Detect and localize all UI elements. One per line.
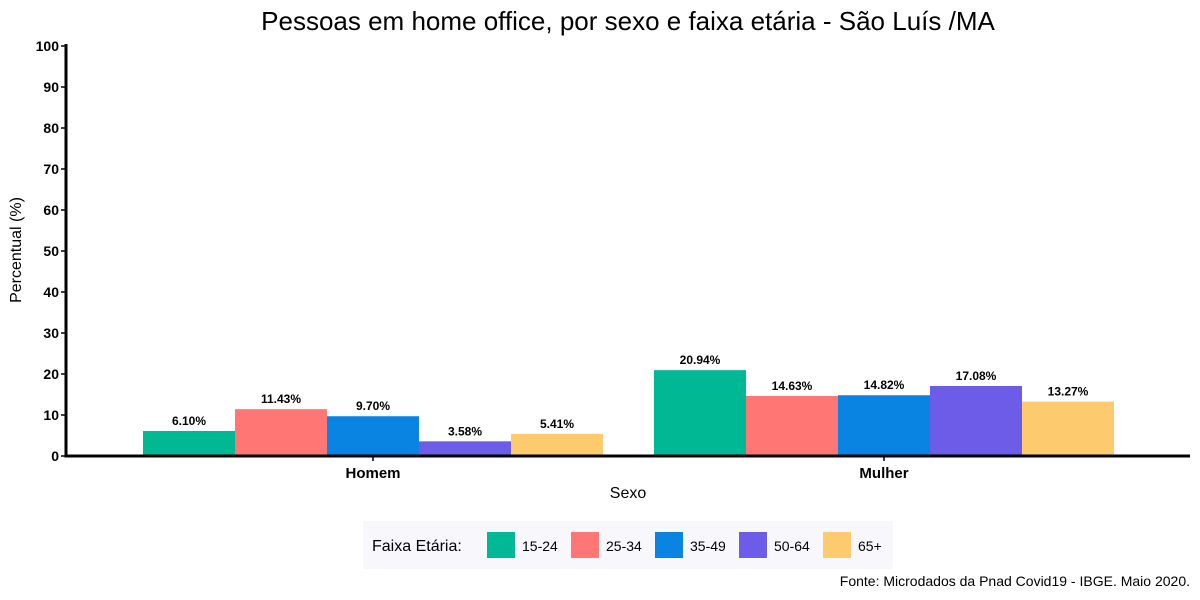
y-tick-label: 0 [51,448,59,464]
y-tick-label: 20 [43,366,59,382]
data-label: 3.58% [448,424,482,438]
data-label: 6.10% [172,414,206,428]
bar [143,430,235,456]
y-tick-label: 70 [43,161,59,177]
data-label: 14.63% [772,379,813,393]
y-tick-label: 60 [43,202,59,218]
legend-label: 35-49 [690,538,726,554]
bar [327,416,419,456]
legend-swatch [823,532,851,558]
y-tick-label: 80 [43,120,59,136]
y-axis-ticks: 0 10 20 30 40 50 60 70 80 90 100 [36,38,66,464]
bar [930,385,1022,456]
data-labels: 6.10% 20.94% 11.43% 14.63% 9.70% 14.82% 3.58% 1… [172,353,1089,438]
bar [838,395,930,456]
data-label: 9.70% [356,399,390,413]
bar [419,441,511,456]
legend-label: 50-64 [774,538,810,554]
data-label: 11.43% [261,392,301,406]
bars [143,370,1114,456]
data-label: 13.27% [1048,385,1089,399]
data-label: 5.41% [540,417,574,431]
y-tick-label: 10 [43,407,59,423]
data-label: 14.82% [864,378,905,392]
bar [746,396,838,456]
legend-label: 15-24 [522,538,558,554]
legend-title: Faixa Etária: [372,538,462,555]
legend-items: 15-24 25-34 35-49 50-64 65+ [487,532,882,558]
x-tick-label: Mulher [859,465,908,482]
legend-background [363,521,893,569]
legend-swatch [739,532,767,558]
legend-label: 65+ [858,538,882,554]
chart-title: Pessoas em home office, por sexo e faixa… [261,6,995,36]
legend-swatch [571,532,599,558]
x-axis-ticks: Homem Mulher [345,456,909,482]
y-tick-label: 40 [43,284,59,300]
y-tick-label: 100 [36,38,60,54]
legend-label: 25-34 [606,538,642,554]
bar [235,409,327,456]
legend-swatch [487,532,515,558]
y-tick-label: 90 [43,79,59,95]
bar [654,370,746,456]
legend-swatch [655,532,683,558]
x-tick-label: Homem [345,465,400,482]
y-axis-label: Percentual (%) [8,197,25,303]
y-tick-label: 50 [43,243,59,259]
data-label: 20.94% [680,353,721,367]
x-axis-label: Sexo [610,485,647,502]
bar [511,433,603,456]
bar [1022,401,1114,456]
y-tick-label: 30 [43,325,59,341]
source-caption: Fonte: Microdados da Pnad Covid19 - IBGE… [840,573,1190,589]
legend: Faixa Etária: 15-24 25-34 35-49 50-64 65+ [363,521,893,569]
data-label: 17.08% [956,369,997,383]
